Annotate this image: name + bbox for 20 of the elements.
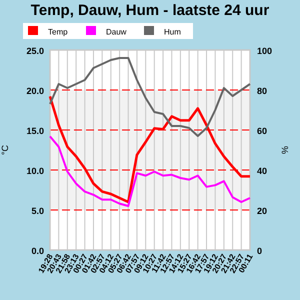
- y2-tick-label: 40: [257, 166, 268, 176]
- y2-tick-label: 60: [257, 126, 268, 136]
- y-tick-label: 20.0: [26, 86, 44, 96]
- y2-tick-label: 20: [257, 206, 268, 216]
- y2-tick-label: 80: [257, 86, 268, 96]
- legend-label: Dauw: [106, 28, 127, 36]
- line-series: [49, 57, 251, 137]
- y-tick-label: 10.0: [26, 166, 44, 176]
- chart-title: Temp, Dauw, Hum - laatste 24 uur: [30, 2, 270, 19]
- line-series: [49, 135, 251, 207]
- y-tick-label: 15.0: [26, 126, 44, 136]
- y-axis-title: °C: [0, 144, 10, 156]
- y2-tick-label: 0: [257, 246, 262, 256]
- y-tick-label: 0.0: [31, 246, 44, 256]
- y-tick-label: 25.0: [26, 46, 44, 56]
- legend-label: Hum: [164, 28, 182, 36]
- y2-tick-label: 100: [257, 46, 272, 56]
- y-tick-label: 5.0: [31, 206, 44, 216]
- y2-axis-title: %: [280, 146, 290, 154]
- legend-label: Temp: [48, 28, 68, 36]
